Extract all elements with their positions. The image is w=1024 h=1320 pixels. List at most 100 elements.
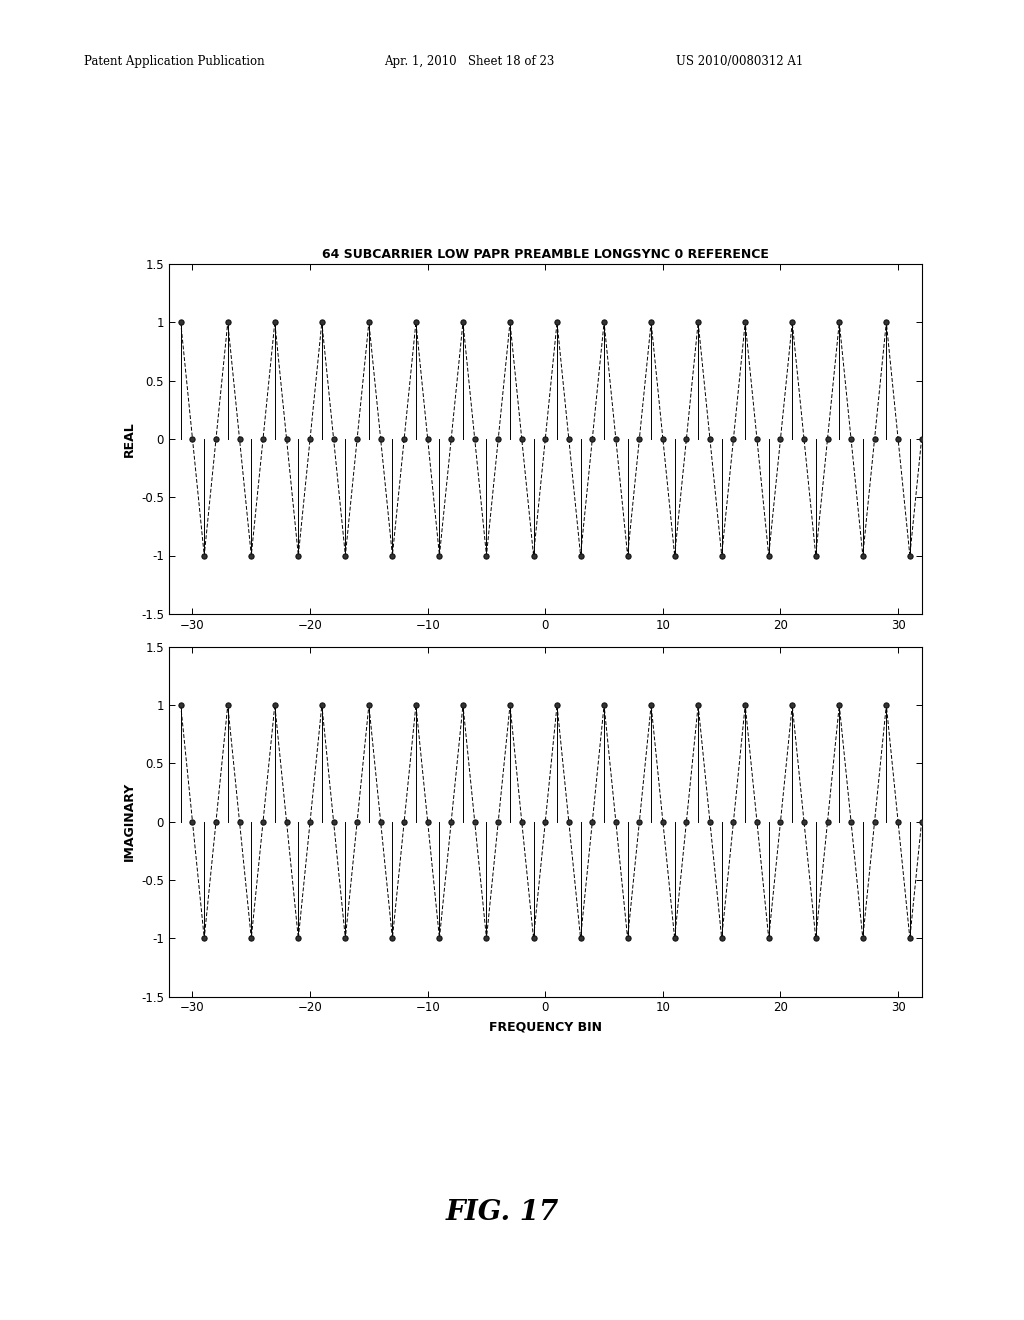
Point	[420, 810, 436, 833]
Point	[290, 545, 306, 566]
Point	[219, 312, 236, 333]
Point	[172, 312, 188, 333]
Point	[478, 545, 495, 566]
Point	[761, 545, 777, 566]
Point	[784, 312, 801, 333]
Point	[255, 810, 271, 833]
Point	[831, 694, 848, 715]
Point	[349, 812, 366, 833]
Point	[678, 429, 694, 450]
Point	[737, 694, 754, 715]
Point	[443, 812, 460, 833]
Point	[631, 812, 647, 833]
Point	[478, 928, 495, 949]
Point	[396, 429, 413, 450]
Point	[560, 428, 577, 449]
Point	[678, 812, 694, 833]
Point	[266, 312, 283, 333]
Point	[796, 428, 812, 449]
Point	[302, 429, 318, 450]
Point	[749, 428, 765, 449]
Point	[455, 312, 471, 333]
Point	[208, 428, 224, 449]
Point	[467, 810, 483, 833]
Point	[808, 545, 824, 566]
Point	[243, 928, 259, 949]
Point	[902, 545, 919, 566]
Point	[337, 928, 353, 949]
Text: US 2010/0080312 A1: US 2010/0080312 A1	[676, 55, 803, 69]
Point	[761, 928, 777, 949]
Point	[714, 545, 730, 566]
Point	[584, 429, 600, 450]
Point	[219, 694, 236, 715]
Point	[373, 428, 389, 449]
Point	[326, 810, 342, 833]
Point	[596, 312, 612, 333]
Point	[819, 428, 836, 449]
Point	[208, 810, 224, 833]
Point	[467, 428, 483, 449]
Point	[302, 812, 318, 833]
Point	[514, 428, 530, 449]
Point	[290, 928, 306, 949]
Point	[184, 810, 201, 833]
Point	[360, 312, 377, 333]
Point	[514, 810, 530, 833]
Point	[690, 694, 707, 715]
Point	[831, 312, 848, 333]
Point	[172, 694, 188, 715]
Point	[572, 545, 589, 566]
Point	[560, 810, 577, 832]
Y-axis label: REAL: REAL	[123, 421, 135, 457]
Point	[772, 812, 788, 833]
Point	[184, 428, 201, 449]
Text: Patent Application Publication: Patent Application Publication	[84, 55, 264, 69]
Point	[584, 812, 600, 833]
Point	[843, 810, 859, 832]
Point	[384, 928, 400, 949]
Point	[549, 694, 565, 715]
Point	[890, 428, 906, 449]
Point	[549, 312, 565, 333]
Point	[643, 312, 659, 333]
Point	[643, 694, 659, 715]
Point	[667, 928, 683, 949]
Point	[408, 694, 424, 715]
Point	[890, 810, 906, 832]
Point	[420, 428, 436, 449]
Text: Apr. 1, 2010   Sheet 18 of 23: Apr. 1, 2010 Sheet 18 of 23	[384, 55, 554, 69]
Point	[902, 928, 919, 949]
Point	[408, 312, 424, 333]
Point	[620, 545, 636, 566]
Point	[879, 312, 895, 333]
Point	[349, 429, 366, 450]
Point	[667, 545, 683, 566]
Point	[196, 928, 212, 949]
Point	[725, 428, 741, 449]
Point	[866, 429, 883, 450]
Point	[431, 928, 447, 949]
Point	[913, 810, 930, 832]
Point	[772, 429, 788, 450]
Title: 64 SUBCARRIER LOW PAPR PREAMBLE LONGSYNC 0 REFERENCE: 64 SUBCARRIER LOW PAPR PREAMBLE LONGSYNC…	[322, 248, 769, 261]
Point	[502, 312, 518, 333]
Point	[654, 428, 671, 449]
Point	[360, 694, 377, 715]
Point	[455, 694, 471, 715]
Point	[866, 812, 883, 833]
Text: FIG. 17: FIG. 17	[445, 1199, 559, 1225]
Point	[737, 312, 754, 333]
Point	[431, 545, 447, 566]
Point	[725, 810, 741, 832]
Point	[607, 810, 624, 832]
X-axis label: FREQUENCY BIN: FREQUENCY BIN	[488, 1020, 602, 1034]
Point	[326, 428, 342, 449]
Point	[231, 428, 248, 449]
Point	[620, 928, 636, 949]
Y-axis label: IMAGINARY: IMAGINARY	[123, 781, 135, 862]
Point	[784, 694, 801, 715]
Point	[913, 428, 930, 449]
Point	[631, 429, 647, 450]
Point	[701, 810, 718, 832]
